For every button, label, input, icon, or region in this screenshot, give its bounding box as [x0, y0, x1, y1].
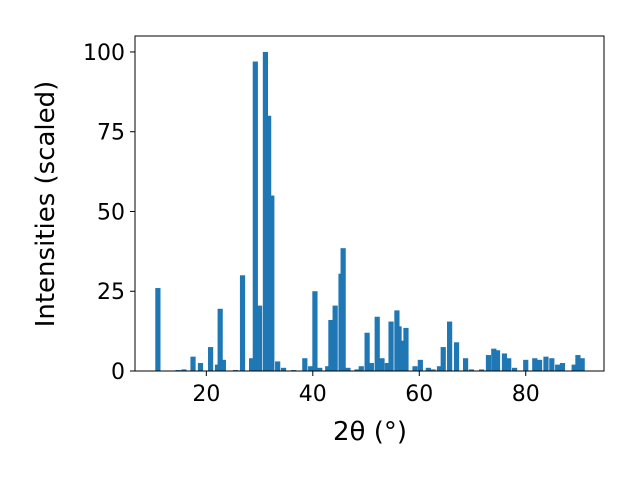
- bar: [275, 361, 281, 371]
- bar: [436, 366, 443, 371]
- bar: [269, 195, 275, 371]
- bar: [358, 366, 364, 371]
- bar: [217, 308, 223, 371]
- bar: [248, 358, 255, 371]
- y-tick-label: 100: [83, 41, 125, 66]
- bar: [332, 305, 338, 371]
- bar: [181, 369, 187, 371]
- bar: [340, 248, 346, 371]
- bar: [575, 355, 581, 371]
- bar: [440, 347, 446, 371]
- bar: [511, 367, 518, 371]
- y-tick-label: 50: [97, 200, 125, 225]
- bar: [447, 321, 453, 371]
- bar: [262, 51, 269, 371]
- bar: [523, 359, 529, 371]
- bar: [379, 358, 385, 371]
- bar: [555, 364, 561, 371]
- bar: [252, 61, 258, 372]
- plot-frame: [134, 35, 605, 372]
- bar: [462, 358, 469, 371]
- bar: [494, 350, 501, 371]
- bar: [220, 359, 226, 371]
- bar: [312, 291, 318, 371]
- bar: [197, 363, 204, 371]
- bar: [384, 363, 390, 371]
- bar: [536, 359, 543, 371]
- x-tick-label: 40: [299, 382, 327, 407]
- y-axis-label: Intensities (scaled): [31, 81, 61, 328]
- bar: [501, 353, 508, 371]
- bar: [453, 342, 460, 371]
- y-tick-label: 75: [97, 121, 125, 146]
- bar: [506, 358, 512, 371]
- x-tick-label: 80: [512, 382, 540, 407]
- bar: [368, 363, 374, 371]
- bar: [239, 275, 246, 371]
- bar: [559, 363, 566, 371]
- bar: [317, 367, 323, 371]
- bar: [485, 355, 492, 371]
- x-tick-label: 20: [192, 382, 220, 407]
- bar: [354, 369, 360, 371]
- bar: [388, 321, 394, 371]
- bar: [478, 369, 485, 371]
- bar: [214, 364, 221, 371]
- bar: [491, 348, 497, 371]
- y-tick-label: 25: [97, 280, 125, 305]
- bar: [266, 115, 272, 371]
- bar: [430, 369, 436, 371]
- bar: [302, 358, 308, 371]
- bar: [155, 288, 161, 371]
- bar: [549, 358, 555, 371]
- bar: [364, 332, 370, 371]
- bar: [571, 364, 577, 371]
- bar: [374, 316, 380, 371]
- bar: [403, 327, 409, 371]
- bar: [308, 366, 314, 371]
- bar: [417, 359, 423, 371]
- bar: [207, 347, 214, 371]
- bar: [532, 358, 538, 371]
- bar: [396, 326, 402, 371]
- bar: [579, 358, 585, 371]
- y-tick-label: 0: [111, 360, 125, 385]
- bar: [425, 367, 431, 371]
- bar: [345, 367, 351, 371]
- x-tick-label: 60: [405, 382, 433, 407]
- bar: [543, 356, 549, 371]
- x-axis-label: 2θ (°): [333, 417, 407, 447]
- bar: [412, 366, 418, 371]
- bar: [325, 366, 331, 371]
- bar: [328, 319, 334, 371]
- bar: [256, 305, 263, 371]
- bar: [280, 367, 287, 371]
- bar: [468, 369, 475, 371]
- bar: [399, 340, 405, 371]
- bar: [190, 356, 196, 371]
